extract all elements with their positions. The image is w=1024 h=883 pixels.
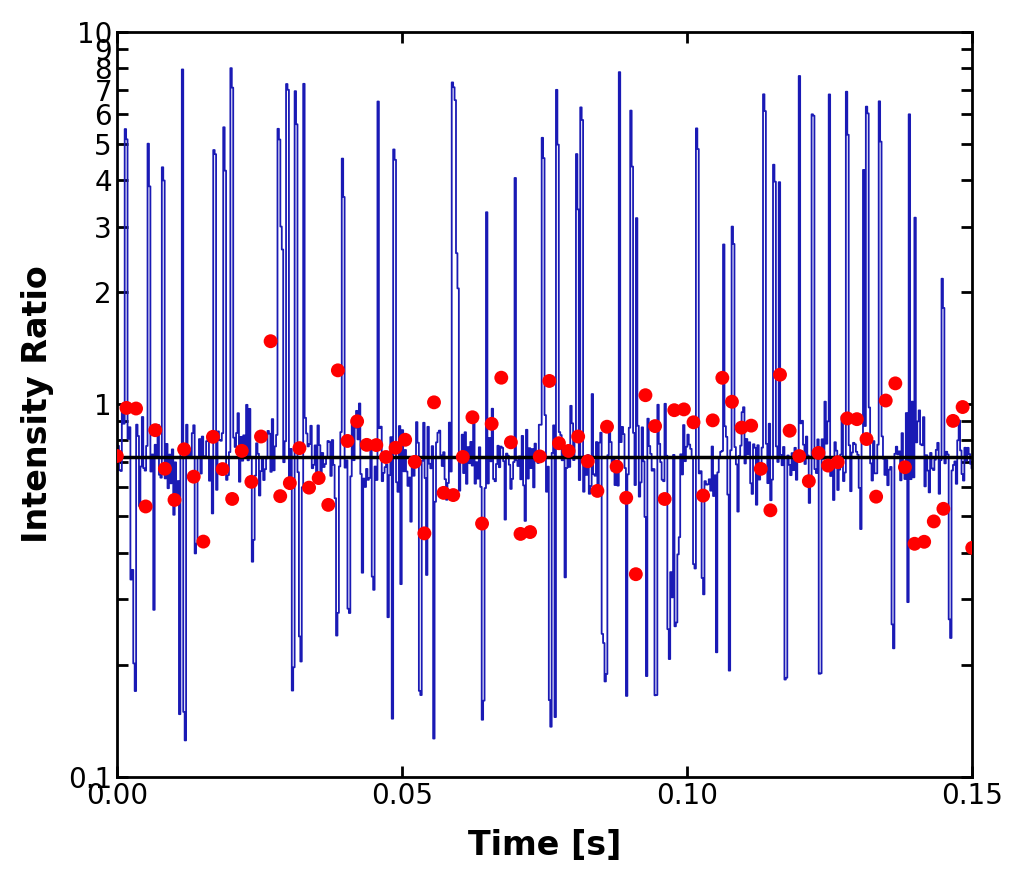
Point bbox=[666, 404, 682, 418]
Point bbox=[166, 493, 182, 507]
Point bbox=[291, 441, 307, 455]
Point bbox=[369, 438, 385, 452]
Point bbox=[147, 423, 164, 437]
Point bbox=[762, 503, 778, 517]
Point bbox=[743, 419, 760, 433]
Point bbox=[676, 403, 692, 417]
Point bbox=[685, 415, 701, 429]
Point bbox=[964, 540, 980, 555]
Point bbox=[137, 500, 154, 514]
Point bbox=[224, 492, 241, 506]
Point bbox=[906, 537, 923, 551]
Point bbox=[435, 486, 452, 500]
Point bbox=[954, 400, 971, 414]
Point bbox=[330, 363, 346, 377]
Point bbox=[253, 429, 269, 443]
Point bbox=[445, 488, 462, 502]
X-axis label: Time [s]: Time [s] bbox=[468, 829, 622, 862]
Point bbox=[262, 334, 279, 348]
Point bbox=[781, 424, 798, 438]
Point bbox=[551, 436, 567, 450]
Point bbox=[426, 396, 442, 410]
Point bbox=[522, 525, 539, 540]
Point bbox=[935, 502, 951, 516]
Point bbox=[647, 419, 664, 434]
Point bbox=[407, 455, 423, 469]
Point bbox=[128, 402, 144, 416]
Point bbox=[541, 374, 557, 388]
Point bbox=[118, 401, 134, 415]
Point bbox=[945, 414, 962, 428]
Point bbox=[455, 449, 471, 464]
Point bbox=[714, 371, 730, 385]
Point bbox=[109, 449, 125, 463]
Point bbox=[897, 460, 913, 474]
Point bbox=[282, 476, 298, 490]
Point bbox=[185, 470, 202, 484]
Point bbox=[791, 449, 807, 464]
Point bbox=[695, 488, 712, 502]
Point bbox=[801, 474, 817, 488]
Point bbox=[724, 395, 740, 409]
Point bbox=[705, 413, 721, 427]
Point bbox=[503, 435, 519, 449]
Point bbox=[560, 444, 577, 458]
Point bbox=[839, 411, 855, 426]
Point bbox=[820, 458, 837, 472]
Point bbox=[829, 455, 846, 469]
Point bbox=[301, 480, 317, 494]
Point bbox=[618, 491, 635, 505]
Point bbox=[243, 475, 259, 489]
Point bbox=[570, 429, 587, 443]
Point bbox=[339, 434, 355, 448]
Point bbox=[416, 526, 432, 540]
Point bbox=[628, 567, 644, 581]
Point bbox=[272, 489, 289, 503]
Point bbox=[753, 462, 769, 476]
Point bbox=[599, 419, 615, 434]
Point bbox=[358, 438, 375, 452]
Point bbox=[810, 446, 826, 460]
Point bbox=[474, 517, 490, 531]
Point bbox=[887, 376, 903, 390]
Point bbox=[157, 462, 173, 476]
Point bbox=[656, 492, 673, 506]
Point bbox=[580, 454, 596, 468]
Point bbox=[214, 462, 230, 476]
Point bbox=[868, 489, 885, 503]
Point bbox=[858, 432, 874, 446]
Point bbox=[387, 441, 403, 455]
Point bbox=[233, 444, 250, 458]
Point bbox=[483, 417, 500, 431]
Point bbox=[321, 498, 337, 512]
Point bbox=[176, 442, 193, 457]
Point bbox=[772, 367, 788, 381]
Point bbox=[512, 527, 528, 541]
Point bbox=[926, 515, 942, 529]
Point bbox=[205, 430, 221, 444]
Point bbox=[531, 449, 548, 464]
Point bbox=[589, 484, 605, 498]
Point bbox=[378, 450, 394, 464]
Point bbox=[464, 411, 480, 425]
Point bbox=[494, 371, 510, 385]
Point bbox=[849, 412, 865, 426]
Point bbox=[397, 433, 414, 447]
Point bbox=[310, 471, 327, 485]
Point bbox=[916, 535, 933, 549]
Point bbox=[637, 389, 653, 403]
Point bbox=[878, 394, 894, 408]
Point bbox=[349, 414, 366, 428]
Y-axis label: Intensity Ratio: Intensity Ratio bbox=[20, 266, 54, 543]
Point bbox=[608, 459, 625, 473]
Point bbox=[196, 534, 212, 548]
Point bbox=[733, 420, 750, 434]
